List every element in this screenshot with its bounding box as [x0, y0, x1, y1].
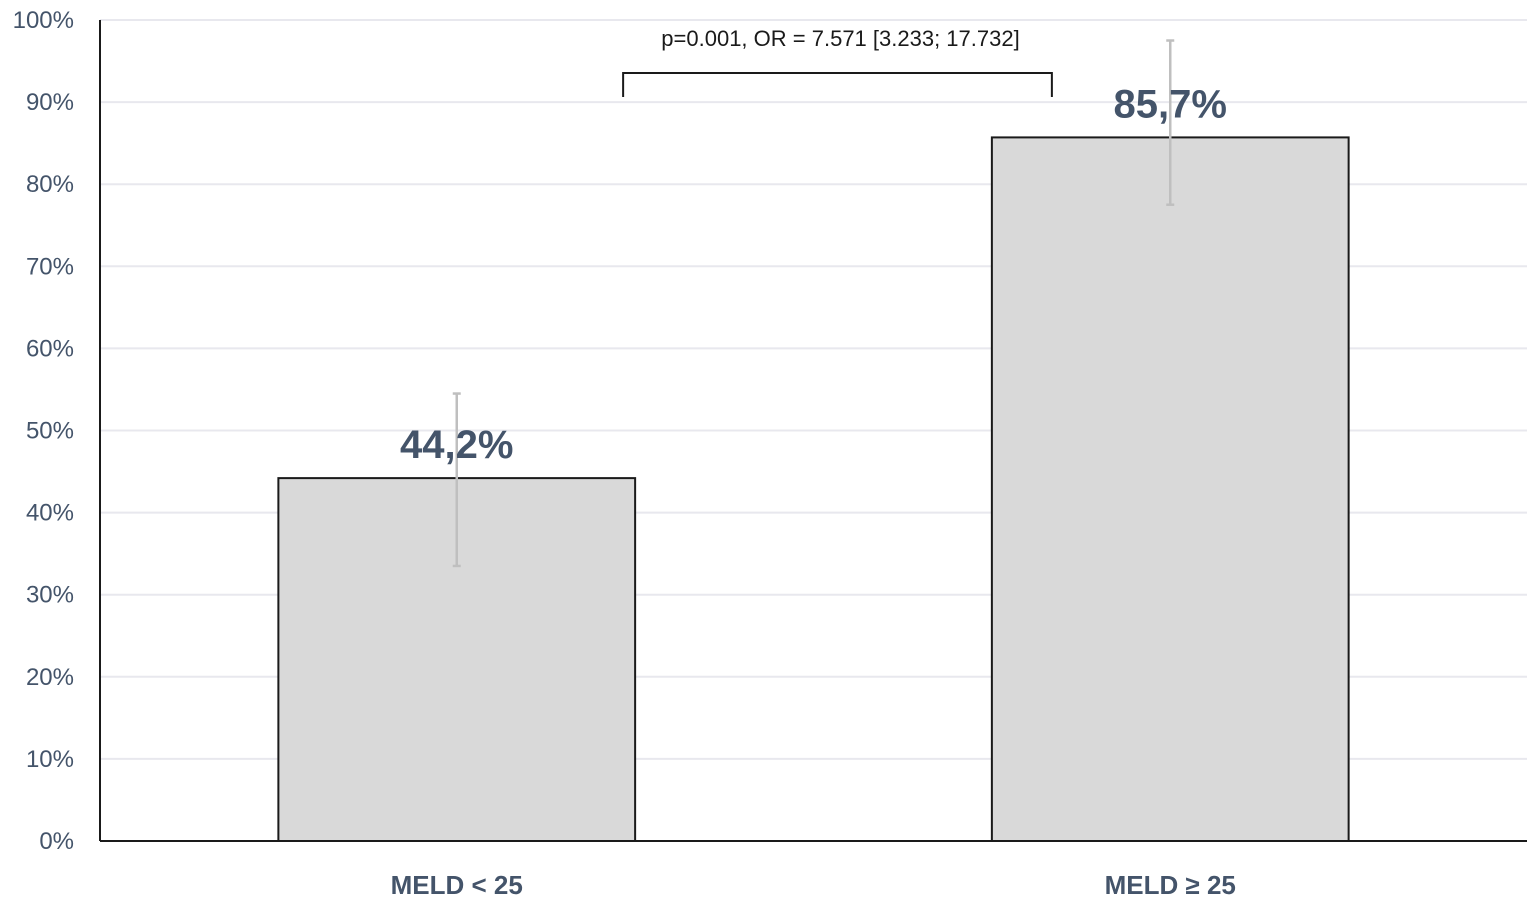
y-tick-label: 40%: [26, 500, 74, 527]
y-tick-label: 30%: [26, 582, 74, 609]
y-tick-label: 0%: [39, 828, 74, 855]
x-tick-label: MELD ≥ 25: [1105, 870, 1236, 900]
significance-annotation: p=0.001, OR = 7.571 [3.233; 17.732]: [622, 26, 1053, 97]
bar: [990, 136, 1350, 842]
data-label: 85,7%: [1114, 82, 1227, 126]
error-bars: [452, 39, 1175, 568]
axes: [99, 20, 1527, 842]
y-tick-label: 60%: [26, 335, 74, 362]
y-tick-label: 20%: [26, 664, 74, 691]
y-tick-label: 90%: [26, 89, 74, 116]
y-axis-ticks: 0% 10% 20% 30% 40% 50% 60% 70% 80% 90% 100%: [13, 7, 74, 855]
bars: [277, 136, 1350, 842]
x-tick-label: MELD < 25: [391, 870, 523, 900]
data-labels: 44,2% 85,7%: [400, 82, 1227, 467]
data-label: 44,2%: [400, 423, 513, 467]
y-tick-label: 50%: [26, 418, 74, 445]
significance-text: p=0.001, OR = 7.571 [3.233; 17.732]: [661, 26, 1019, 51]
x-axis-ticks: MELD < 25 MELD ≥ 25: [391, 870, 1236, 900]
y-tick-label: 10%: [26, 746, 74, 773]
y-tick-label: 80%: [26, 171, 74, 198]
significance-bracket: [622, 72, 1053, 97]
y-tick-label: 70%: [26, 253, 74, 280]
y-tick-label: 100%: [13, 7, 74, 34]
